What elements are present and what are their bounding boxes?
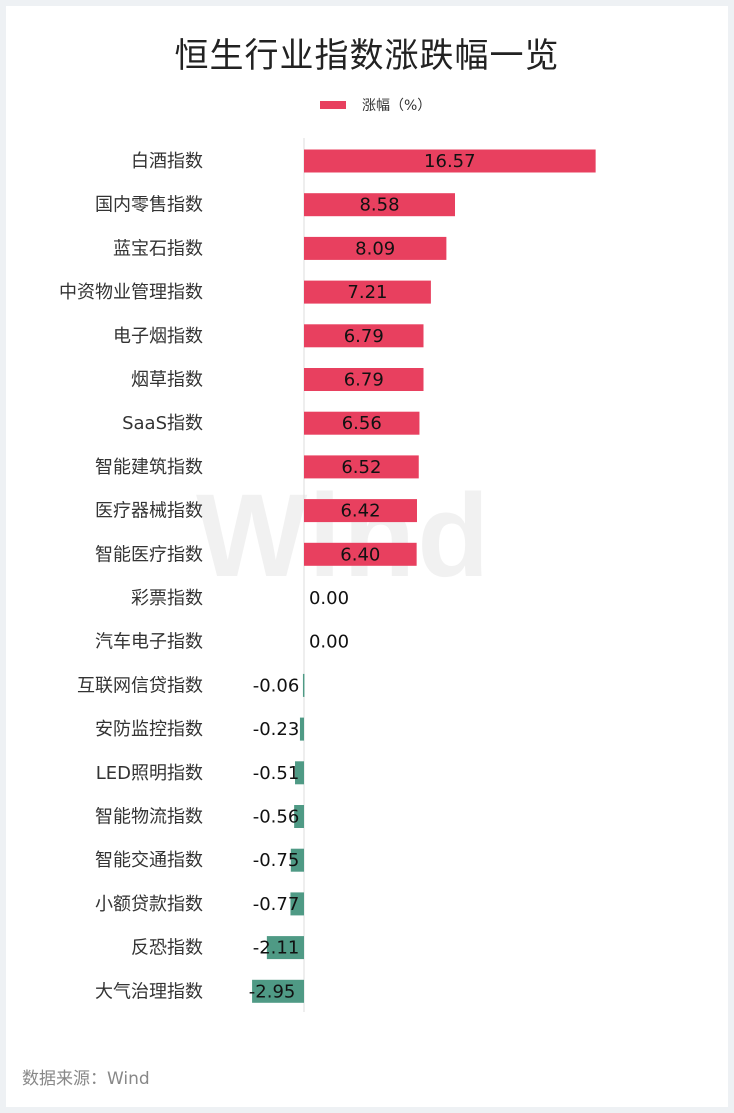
bar [304,542,417,566]
watermark-logo: Wind [196,470,492,602]
bar [266,936,304,960]
category-label: 彩票指数 [131,588,203,609]
category-label: 安防监控指数 [95,719,203,740]
bar [290,892,304,916]
data-label: 6.56 [342,413,382,434]
legend-swatch [320,101,346,109]
data-label: 6.40 [340,544,380,565]
data-label: 16.57 [424,151,476,172]
category-label: 智能建筑指数 [95,457,203,478]
chart-title: 恒生行业指数涨跌幅一览 [174,36,560,76]
bar [304,455,419,479]
category-label: LED照明指数 [96,763,203,784]
category-label: 互联网信贷指数 [77,675,203,696]
data-label: 6.42 [340,501,380,522]
category-label: 电子烟指数 [113,326,203,347]
data-label: -0.77 [253,894,300,915]
bar [294,805,304,828]
data-label: -0.75 [253,850,300,871]
bar [299,717,304,741]
data-label: -0.06 [253,675,300,696]
category-label: 智能交通指数 [95,850,203,871]
data-label: 6.79 [344,370,384,391]
bar [304,324,424,348]
data-label: 8.58 [359,195,399,216]
data-label: -2.11 [253,938,300,959]
data-label: 0.00 [309,632,349,653]
category-label: 反恐指数 [131,938,203,959]
bar [304,193,456,217]
category-label: 大气治理指数 [95,981,203,1002]
data-label: 0.00 [309,588,349,609]
data-label: 6.79 [344,326,384,347]
data-label: 6.52 [341,457,381,478]
category-label: 国内零售指数 [95,195,203,216]
data-label: -0.56 [253,807,300,828]
data-label: 7.21 [347,282,387,303]
bar [304,280,431,304]
category-label: 汽车电子指数 [95,632,203,653]
category-label: 医疗器械指数 [95,501,203,522]
bar [302,673,305,697]
category-label: 白酒指数 [131,151,203,172]
category-label: 小额贷款指数 [95,894,203,915]
legend-label: 涨幅（%） [362,98,432,114]
bar [252,979,304,1003]
category-label: SaaS指数 [122,413,203,434]
chart-card: 恒生行业指数涨跌幅一览 涨幅（%） Wind 白酒指数 16.57 国内零售指数 8.… [6,6,728,1107]
bar [304,368,424,391]
bar [295,761,304,785]
bar [304,149,596,173]
data-label: -2.95 [249,981,296,1002]
bar [304,236,447,260]
bar-chart: 白酒指数 16.57 国内零售指数 8.58 蓝宝石指数 8.09 中资物业管理指数 7.21… [59,138,596,1012]
data-label: -0.51 [253,763,300,784]
category-label: 烟草指数 [131,370,203,391]
category-label: 智能物流指数 [95,807,203,828]
source-note: 数据来源：Wind [22,1069,150,1089]
bar [304,499,417,523]
bar [290,848,304,872]
category-label: 智能医疗指数 [95,544,203,565]
category-label: 蓝宝石指数 [113,238,203,259]
data-label: -0.23 [253,719,300,740]
bar [304,411,420,435]
category-label: 中资物业管理指数 [59,282,203,303]
legend: 涨幅（%） [320,95,431,115]
data-label: 8.09 [355,238,395,259]
